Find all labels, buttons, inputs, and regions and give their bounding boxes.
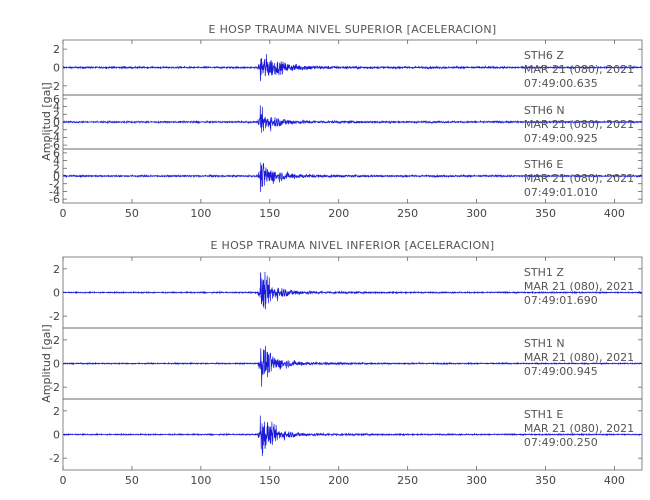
waveform-trace-sth1-n (62, 345, 643, 387)
x-tick-label: 350 (535, 474, 556, 487)
y-tick-label: -2 (49, 452, 60, 465)
y-tick-label: 0 (53, 116, 60, 129)
y-tick-label: 0 (53, 62, 60, 75)
trace-start-time: 07:49:01.690 (524, 294, 598, 307)
x-tick-label: 250 (397, 474, 418, 487)
y-tick-label: 2 (53, 405, 60, 418)
x-tick-label: 0 (60, 474, 67, 487)
y-tick-label: 0 (53, 170, 60, 183)
y-tick-label: 0 (53, 287, 60, 300)
station-label: STH6 Z (524, 49, 564, 62)
y-tick-label: 2 (53, 162, 60, 175)
station-label: STH6 N (524, 104, 565, 117)
y-tick-label: 0 (53, 429, 60, 442)
x-tick-label: 100 (190, 474, 211, 487)
station-label: STH1 Z (524, 266, 564, 279)
trace-start-time: 07:49:00.250 (524, 436, 598, 449)
y-tick-label: 2 (53, 43, 60, 56)
x-tick-label: 300 (466, 474, 487, 487)
y-tick-label: 0 (53, 358, 60, 371)
trace-date: MAR 21 (080), 2021 (524, 422, 634, 435)
y-tick-label: -6 (49, 193, 60, 206)
y-tick-label: 6 (53, 147, 60, 160)
x-tick-label: 50 (125, 207, 139, 220)
trace-date: MAR 21 (080), 2021 (524, 172, 634, 185)
y-tick-label: -2 (49, 381, 60, 394)
x-tick-label: 50 (125, 474, 139, 487)
station-label: STH1 E (524, 408, 563, 421)
x-tick-label: 350 (535, 207, 556, 220)
waveform-trace-sth6-z (62, 54, 643, 82)
station-label: STH6 E (524, 158, 563, 171)
y-tick-label: 2 (53, 334, 60, 347)
y-tick-label: -4 (49, 131, 60, 144)
y-tick-label: -2 (49, 178, 60, 191)
x-tick-label: 250 (397, 207, 418, 220)
y-tick-label: -2 (49, 80, 60, 93)
trace-date: MAR 21 (080), 2021 (524, 63, 634, 76)
y-tick-label: 4 (53, 155, 60, 168)
x-tick-label: 150 (259, 207, 280, 220)
chart-2-title: E HOSP TRAUMA NIVEL INFERIOR [ACELERACIO… (210, 239, 494, 252)
x-tick-label: 100 (190, 207, 211, 220)
chart-1-title: E HOSP TRAUMA NIVEL SUPERIOR [ACELERACIO… (209, 23, 497, 36)
y-tick-label: 2 (53, 108, 60, 121)
y-tick-label: -2 (49, 124, 60, 137)
waveform-trace-sth1-z (62, 271, 643, 310)
x-tick-label: 400 (604, 474, 625, 487)
x-tick-label: 150 (259, 474, 280, 487)
y-tick-label: -4 (49, 185, 60, 198)
trace-date: MAR 21 (080), 2021 (524, 118, 634, 131)
x-tick-label: 200 (328, 474, 349, 487)
y-tick-label: 6 (53, 93, 60, 106)
y-tick-label: -6 (49, 139, 60, 152)
station-label: STH1 N (524, 337, 565, 350)
trace-start-time: 07:49:00.925 (524, 132, 598, 145)
y-tick-label: -2 (49, 310, 60, 323)
trace-start-time: 07:49:00.945 (524, 365, 598, 378)
trace-start-time: 07:49:01.010 (524, 186, 598, 199)
x-tick-label: 0 (60, 207, 67, 220)
chart-2-ylabel: Amplitud [gal] (40, 324, 53, 402)
waveform-trace-sth1-e (62, 415, 643, 457)
trace-date: MAR 21 (080), 2021 (524, 351, 634, 364)
y-tick-label: 2 (53, 263, 60, 276)
trace-date: MAR 21 (080), 2021 (524, 280, 634, 293)
trace-start-time: 07:49:00.635 (524, 77, 598, 90)
x-tick-label: 300 (466, 207, 487, 220)
x-tick-label: 400 (604, 207, 625, 220)
waveform-trace-sth6-e (62, 162, 643, 193)
chart-1-ylabel: Amplitud [gal] (40, 82, 53, 160)
waveform-trace-sth6-n (62, 105, 643, 133)
y-tick-label: 4 (53, 101, 60, 114)
x-tick-label: 200 (328, 207, 349, 220)
